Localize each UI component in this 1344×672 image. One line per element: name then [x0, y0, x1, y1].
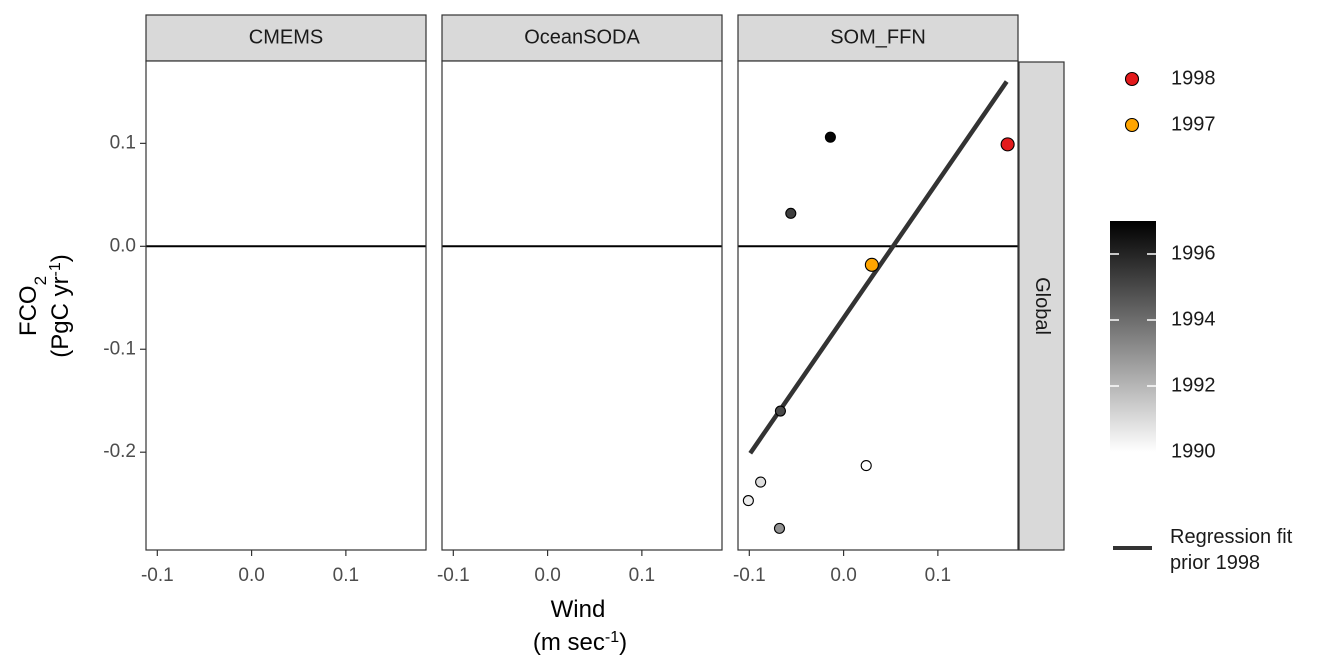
plot-area [738, 61, 1018, 550]
legend-point-1998 [1124, 71, 1140, 87]
panel-border [737, 60, 1019, 551]
colorbar-tick-label: 1992 [1171, 374, 1216, 396]
facet-strip-box [145, 14, 427, 62]
data-point [742, 495, 754, 507]
y-axis-title-unit: (PgC yr-1) [47, 254, 75, 358]
y-axis-title-main: FCO2 [15, 276, 50, 336]
y-axis-title-subscript: 2 [31, 276, 50, 285]
x-tick-label: 0.0 [830, 565, 856, 586]
legend-year-colorbar: 1996 1994 1992 1990 [1110, 221, 1216, 462]
plot-area [442, 61, 722, 550]
panel-border [145, 60, 427, 551]
y-axis-title: FCO2 (PgC yr-1) [15, 254, 74, 358]
x-tick-label: 0.1 [925, 565, 951, 586]
row-strip-box [1018, 61, 1065, 551]
data-point-1998 [1000, 137, 1015, 152]
x-axis-title-unit: (m sec-1) [533, 629, 627, 657]
x-axis-title-main: Wind [551, 596, 606, 623]
panel-border [441, 60, 723, 551]
x-axis-title: Wind (m sec-1) [533, 596, 627, 656]
data-point [755, 476, 767, 488]
legend-fit-label-line2: prior 1998 [1170, 552, 1260, 574]
data-point [774, 405, 786, 417]
y-axis-unit-superscript: -1 [47, 262, 64, 276]
x-axis-unit-close: ) [619, 629, 627, 656]
panel-som-ffn: SOM_FFN -0.1 0.0 0.1 [733, 14, 1019, 586]
legend-fit-label-line1: Regression fit [1170, 526, 1293, 548]
y-tick-label: 0.1 [110, 132, 136, 153]
legend-label-1997: 1997 [1171, 113, 1216, 135]
colorbar-tick-label: 1994 [1171, 308, 1216, 330]
x-tick-label: -0.1 [437, 565, 470, 586]
data-point-1997 [864, 257, 879, 272]
legend-label-1998: 1998 [1171, 67, 1216, 89]
panel-oceansoda: OceanSODA -0.1 0.0 0.1 [437, 14, 723, 586]
y-tick-label: 0.0 [110, 235, 136, 256]
y-axis-title-main-text: FCO [15, 285, 42, 336]
legend: 1998 1997 1996 1994 1992 1990 Regression fit… [1110, 67, 1293, 574]
facet-strip-label: SOM_FFN [830, 26, 926, 48]
colorbar-tick-label: 1996 [1171, 242, 1216, 264]
facet-strip-label: OceanSODA [524, 26, 640, 48]
legend-highlight-years: 1998 1997 [1124, 67, 1216, 135]
row-strip-label: Global [1031, 277, 1053, 335]
data-point [860, 460, 872, 472]
panels-layer: CMEMS -0.1 0.0 0.1 0.1 0.0 -0.1 -0.2 OceanSODA -0… [103, 14, 1019, 586]
y-axis-unit-close: ) [47, 254, 74, 262]
x-tick-label: 0.1 [629, 565, 655, 586]
data-point [773, 522, 786, 534]
colorbar-gradient [1110, 221, 1156, 452]
y-tick-label: -0.1 [103, 338, 136, 359]
panel-cmems: CMEMS -0.1 0.0 0.1 0.1 0.0 -0.1 -0.2 [103, 14, 427, 586]
y-tick-label: -0.2 [103, 441, 136, 462]
legend-regression-fit: Regression fit prior 1998 [1113, 526, 1293, 574]
data-point [824, 131, 836, 143]
x-axis-unit-superscript: -1 [605, 629, 619, 646]
facet-strip-label: CMEMS [249, 26, 323, 48]
x-tick-label: 0.0 [238, 565, 264, 586]
y-axis-unit-text: (PgC yr [47, 276, 74, 357]
x-axis-unit-text: (m sec [533, 629, 605, 656]
x-tick-label: -0.1 [733, 565, 766, 586]
plot-area [146, 61, 426, 550]
facet-strip-box [441, 14, 723, 62]
regression-fit-line [748, 80, 1009, 455]
facet-strip-box [737, 14, 1019, 62]
x-tick-label: 0.0 [534, 565, 560, 586]
colorbar-tick-label: 1990 [1171, 440, 1216, 462]
x-tick-label: 0.1 [333, 565, 359, 586]
x-tick-label: -0.1 [141, 565, 174, 586]
row-strip-global: Global [1018, 61, 1065, 551]
data-point [785, 207, 797, 219]
legend-point-1997 [1124, 117, 1140, 133]
